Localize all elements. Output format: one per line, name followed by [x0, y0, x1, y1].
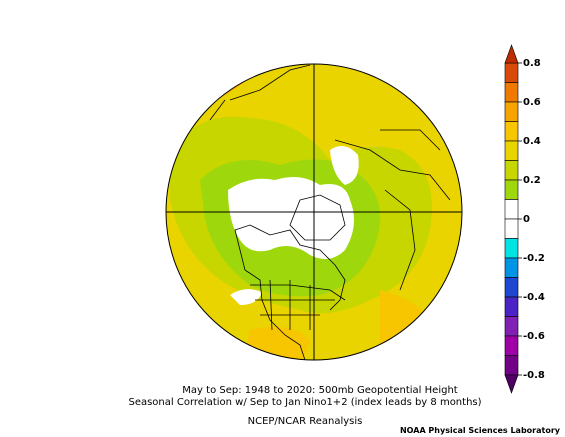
caption-source: NCEP/NCAR Reanalysis	[248, 416, 363, 427]
colorbar-bin	[504, 257, 519, 278]
colorbar: 0.8 0.6 0.4 0.2 0 -0.2 -0.4 -0.6 -0.8	[504, 44, 545, 394]
colorbar-bin	[504, 62, 519, 83]
colorbar-bin	[504, 179, 519, 200]
colorbar-arrow	[504, 374, 519, 394]
colorbar-bin	[504, 335, 519, 356]
colorbar-bin	[504, 199, 519, 220]
colorbar-tick-label: -0.4	[523, 292, 545, 303]
colorbar-tick-label: 0.2	[523, 175, 541, 186]
field-region	[230, 289, 262, 305]
colorbar-bin	[504, 238, 519, 259]
colorbar-tick-label: -0.2	[523, 253, 545, 264]
colorbar-tick-label: -0.8	[523, 370, 545, 381]
colorbar-tick-label: 0.6	[523, 97, 541, 108]
field-region	[240, 326, 310, 360]
colorbar-tick-label: -0.6	[523, 331, 545, 342]
colorbar-bin	[504, 82, 519, 103]
field-region	[330, 146, 359, 185]
map-border	[165, 63, 463, 361]
correlation-map	[166, 64, 462, 360]
colorbar-bin	[504, 277, 519, 298]
caption-line: May to Sep: 1948 to 2020: 500mb Geopoten…	[182, 385, 457, 396]
caption-line: Seasonal Correlation w/ Sep to Jan Nino1…	[128, 397, 481, 408]
colorbar-bin	[504, 160, 519, 181]
colorbar-bin	[504, 355, 519, 376]
colorbar-bin	[504, 218, 519, 239]
field-region	[228, 176, 354, 259]
colorbar-bin	[504, 101, 519, 122]
colorbar-bin	[504, 296, 519, 317]
colorbar-tick-label: 0.4	[523, 136, 541, 147]
colorbar-bin	[504, 140, 519, 161]
colorbar-arrow	[504, 44, 519, 64]
colorbar-tick-label: 0	[523, 214, 530, 225]
colorbar-bin	[504, 121, 519, 142]
colorbar-tick-label: 0.8	[523, 58, 541, 69]
credit: NOAA Physical Sciences Laboratory	[400, 426, 561, 435]
coastlines	[209, 64, 451, 360]
colorbar-bin	[504, 316, 519, 337]
